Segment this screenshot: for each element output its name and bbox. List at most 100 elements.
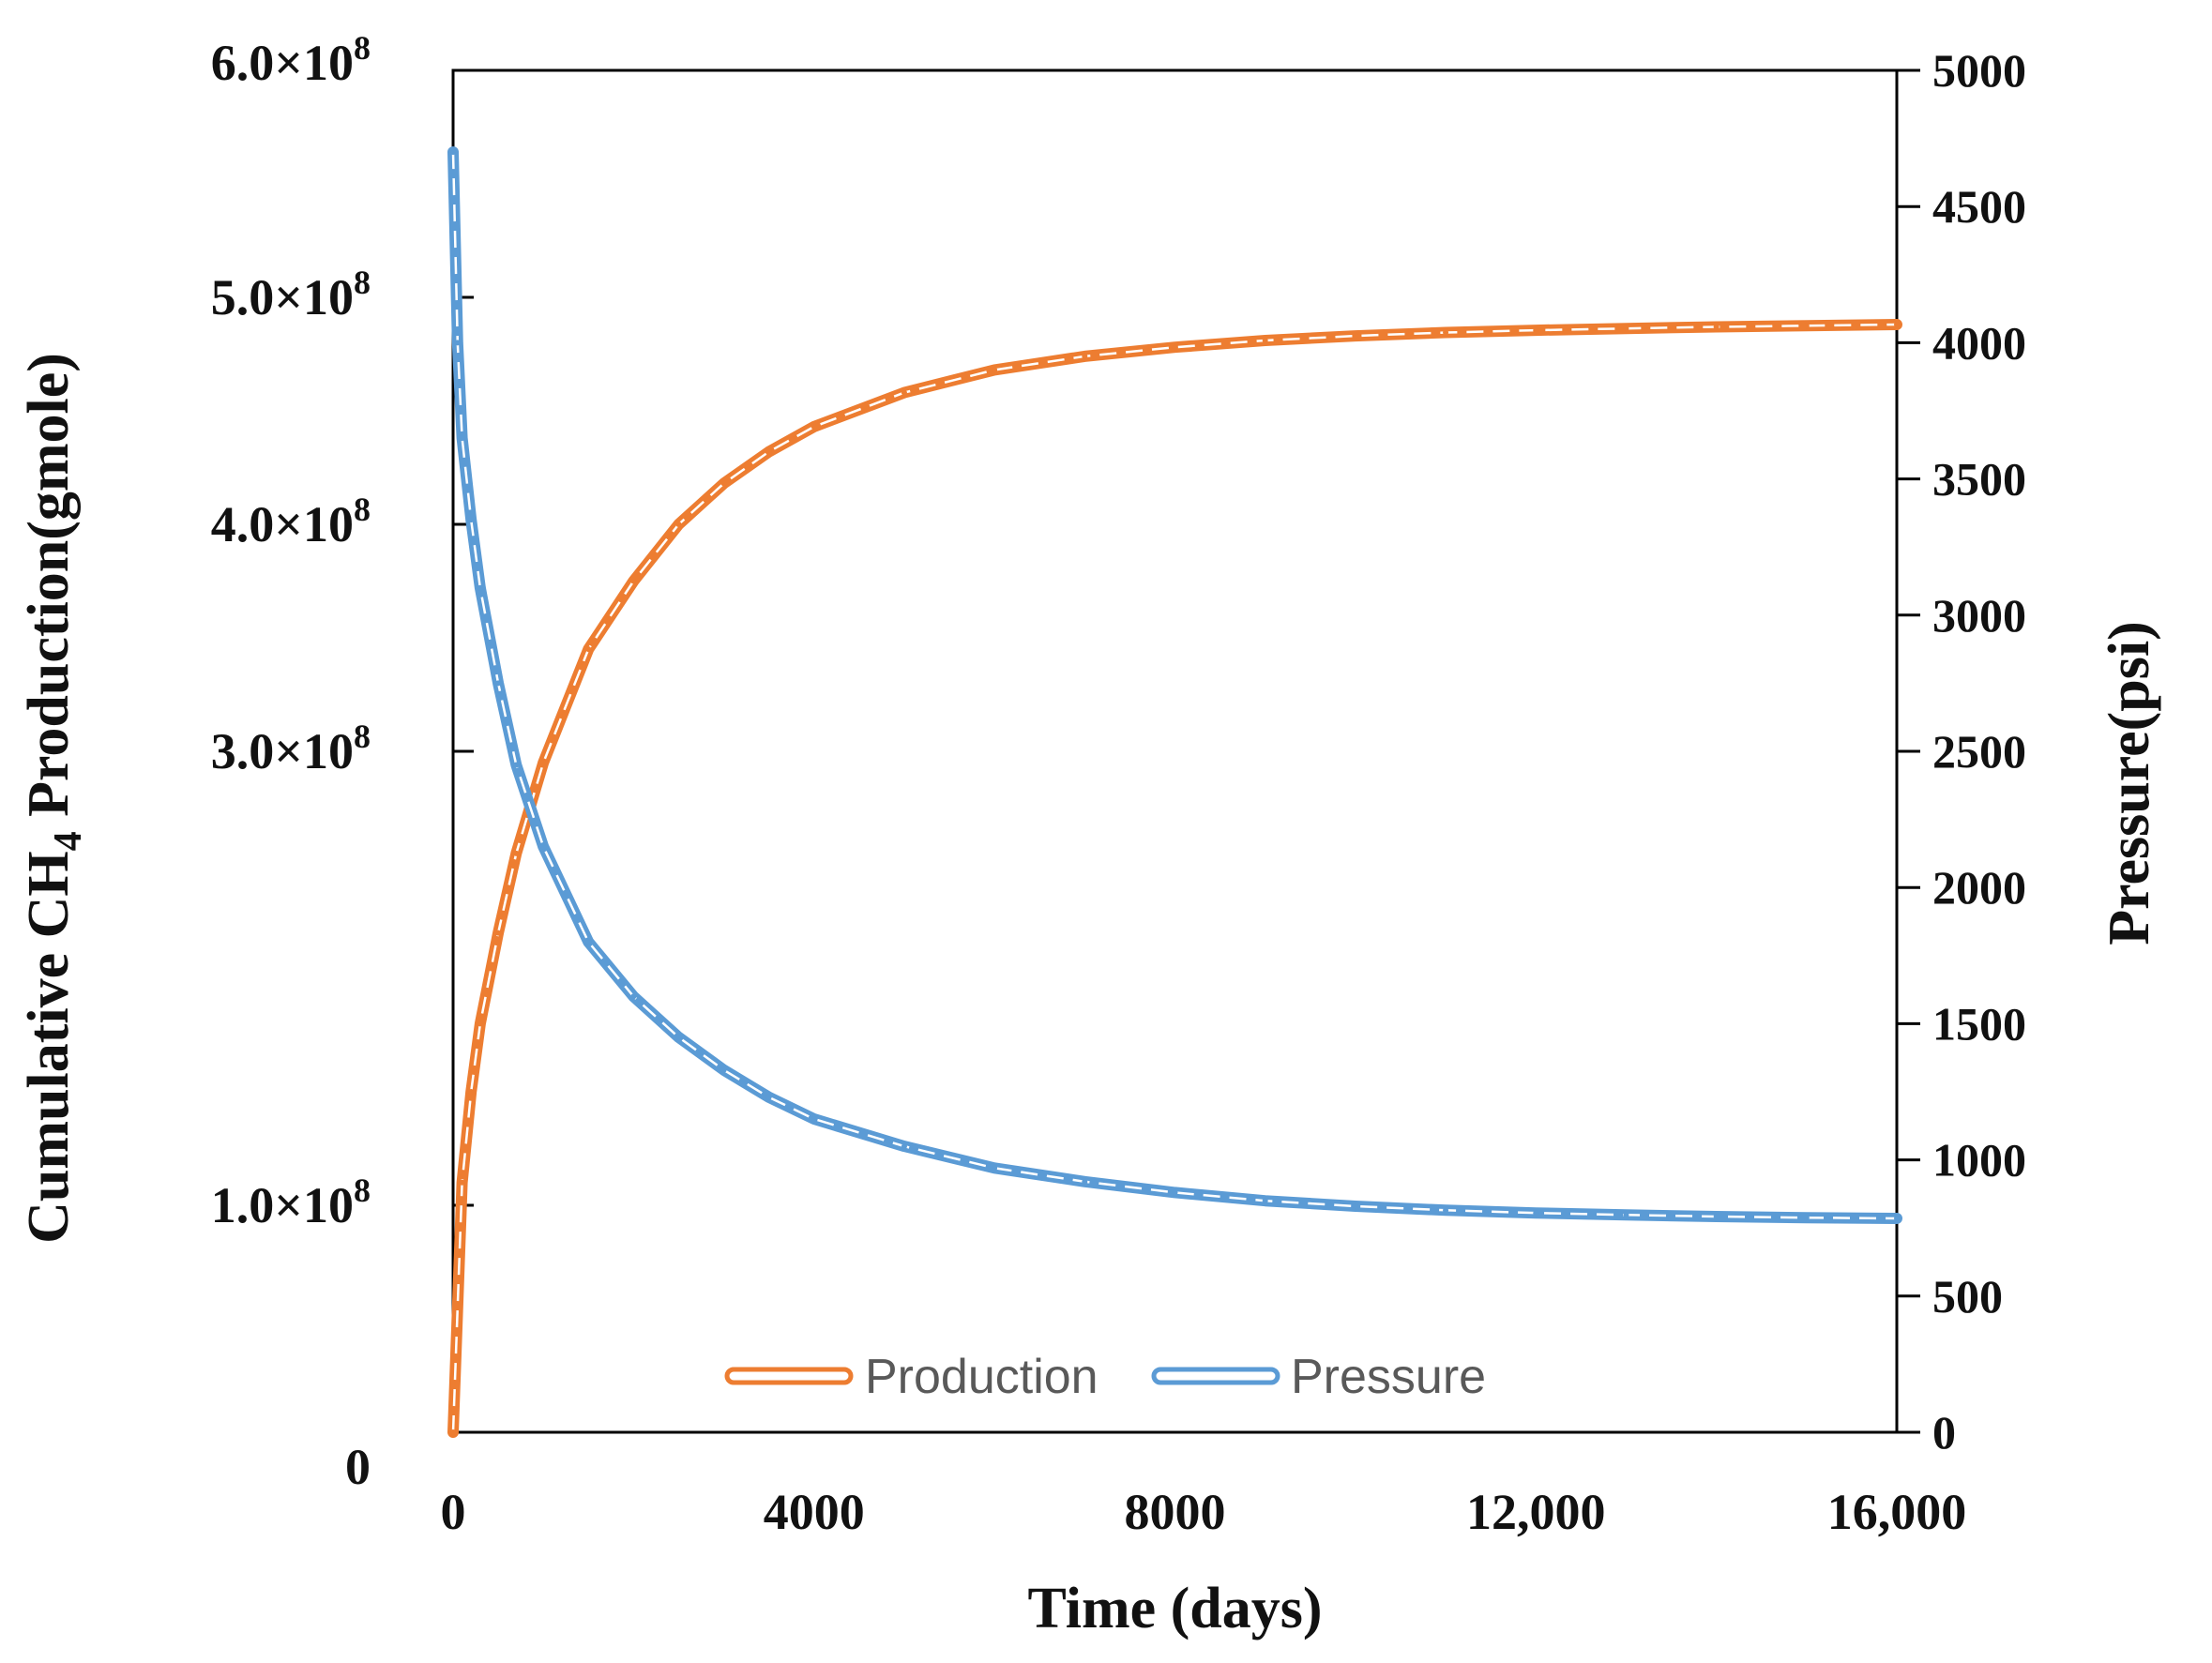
- data-point-production: [630, 578, 637, 584]
- data-point-production: [675, 522, 682, 527]
- y-right-tick-label: 4500: [1932, 180, 2026, 233]
- data-point-production: [1803, 323, 1810, 329]
- legend: Production Pressure: [724, 1350, 1486, 1404]
- data-point-pressure: [1803, 1215, 1810, 1221]
- y-left-tick-label: 1.0×108: [211, 1172, 371, 1233]
- y-left-tick-exponent: 8: [354, 718, 371, 755]
- data-point-production: [1894, 322, 1900, 328]
- data-point-production: [1713, 324, 1720, 330]
- data-point-production: [450, 1429, 456, 1435]
- data-point-pressure: [1713, 1214, 1720, 1220]
- y-left-tick-exponent: 8: [354, 264, 371, 301]
- y-right-tick-label: 3000: [1932, 589, 2026, 642]
- data-point-pressure: [901, 1143, 907, 1150]
- data-point-production: [1352, 333, 1358, 340]
- data-point-pressure: [513, 762, 520, 768]
- y-left-tick-label: 6.0×108: [211, 29, 371, 91]
- series-inner-pressure: [451, 152, 1898, 1220]
- series-line-pressure: [447, 146, 1902, 1224]
- legend-swatch-pressure: [1151, 1367, 1280, 1385]
- y-right-tick-label: 2500: [1932, 725, 2026, 778]
- plot-frame: [451, 68, 1899, 1434]
- y-right-axis-title: Pressure(psi): [2098, 621, 2161, 945]
- legend-swatch-production: [724, 1367, 854, 1385]
- y-right-tick-label: 500: [1932, 1270, 2003, 1323]
- data-point-production: [495, 930, 502, 936]
- data-point-pressure: [585, 939, 592, 945]
- data-point-pressure: [1082, 1178, 1088, 1185]
- data-point-pressure: [720, 1066, 727, 1073]
- y-left-tick-exponent: 8: [354, 1172, 371, 1209]
- legend-label-pressure: Pressure: [1291, 1350, 1486, 1404]
- x-tick-label: 0: [441, 1484, 466, 1540]
- data-point-pressure: [811, 1116, 817, 1123]
- data-point-production: [1262, 337, 1268, 343]
- data-point-production: [901, 389, 907, 396]
- series-inner-production: [451, 323, 1898, 1433]
- series-layer: [447, 146, 1902, 1438]
- y-left-axis-title: Cumulative CH4 Production(gmole): [17, 353, 90, 1244]
- data-point-pressure: [1623, 1212, 1629, 1218]
- y-right-tick-label: 3500: [1932, 453, 2026, 506]
- data-point-pressure: [765, 1094, 772, 1100]
- data-point-pressure: [477, 584, 483, 591]
- y-right-tick-label: 1500: [1932, 997, 2026, 1050]
- data-point-pressure: [495, 680, 502, 687]
- data-point-pressure: [1352, 1202, 1358, 1209]
- data-point-production: [992, 367, 998, 373]
- y-left-tick-exponent: 8: [354, 491, 371, 528]
- data-point-production: [1172, 344, 1178, 351]
- data-point-production: [720, 480, 727, 487]
- data-point-production: [1623, 325, 1629, 332]
- y-left-tick-mantissa: 3.0×10: [211, 723, 354, 779]
- data-point-production: [1082, 353, 1088, 359]
- y-left-tick-label: 5.0×108: [211, 264, 371, 325]
- data-point-pressure: [1533, 1210, 1539, 1217]
- data-point-production: [459, 1179, 465, 1186]
- y-left-axis-title-subscript: 4: [47, 831, 90, 851]
- y-left-tick-mantissa: 5.0×10: [211, 269, 354, 325]
- data-point-pressure: [1262, 1198, 1268, 1204]
- series-line-production: [447, 319, 1902, 1438]
- data-point-production: [468, 1089, 475, 1095]
- y-right-tick-label: 4000: [1932, 316, 2026, 369]
- x-tick-label: 8000: [1125, 1484, 1226, 1540]
- x-tick-label: 4000: [764, 1484, 865, 1540]
- data-point-production: [811, 423, 817, 430]
- y-right-tick-label: 5000: [1932, 44, 2026, 97]
- data-point-production: [585, 646, 592, 653]
- x-tick-label: 16,000: [1827, 1484, 1967, 1540]
- data-point-pressure: [630, 993, 637, 1000]
- data-point-pressure: [1443, 1207, 1449, 1214]
- y-left-tick-label: 0: [345, 1439, 371, 1495]
- data-point-pressure: [450, 149, 456, 156]
- data-point-pressure: [1172, 1189, 1178, 1196]
- y-right-tick-label: 2000: [1932, 861, 2026, 914]
- y-left-axis-title-suffix: Production(gmole): [17, 353, 81, 831]
- data-point-production: [1443, 329, 1449, 336]
- y-left-tick-label: 4.0×108: [211, 491, 371, 552]
- y-left-tick-label: 3.0×108: [211, 718, 371, 779]
- x-axis-title: Time (days): [1027, 1577, 1322, 1640]
- data-point-pressure: [468, 517, 475, 523]
- data-point-pressure: [992, 1165, 998, 1172]
- data-point-production: [1533, 327, 1539, 334]
- y-right-tick-label: 0: [1932, 1406, 1956, 1459]
- data-point-production: [477, 1020, 483, 1027]
- y-right-tick-label: 1000: [1932, 1134, 2026, 1187]
- data-point-pressure: [1894, 1216, 1900, 1222]
- data-point-pressure: [459, 435, 465, 442]
- data-point-production: [513, 850, 520, 856]
- y-left-tick-mantissa: 6.0×10: [211, 35, 354, 91]
- x-tick-label: 12,000: [1466, 1484, 1606, 1540]
- y-left-axis-title-prefix: Cumulative CH: [17, 851, 81, 1244]
- legend-label-production: Production: [865, 1350, 1098, 1404]
- y-left-tick-mantissa: 0: [345, 1439, 371, 1495]
- y-left-tick-exponent: 8: [354, 29, 371, 67]
- axes-layer: 0 4000 8000 12,000 16,00001.0×1083.0×1084.0×…: [17, 29, 2161, 1640]
- data-point-pressure: [540, 843, 547, 850]
- data-point-production: [765, 448, 772, 455]
- data-point-production: [540, 760, 547, 766]
- data-point-pressure: [454, 340, 461, 346]
